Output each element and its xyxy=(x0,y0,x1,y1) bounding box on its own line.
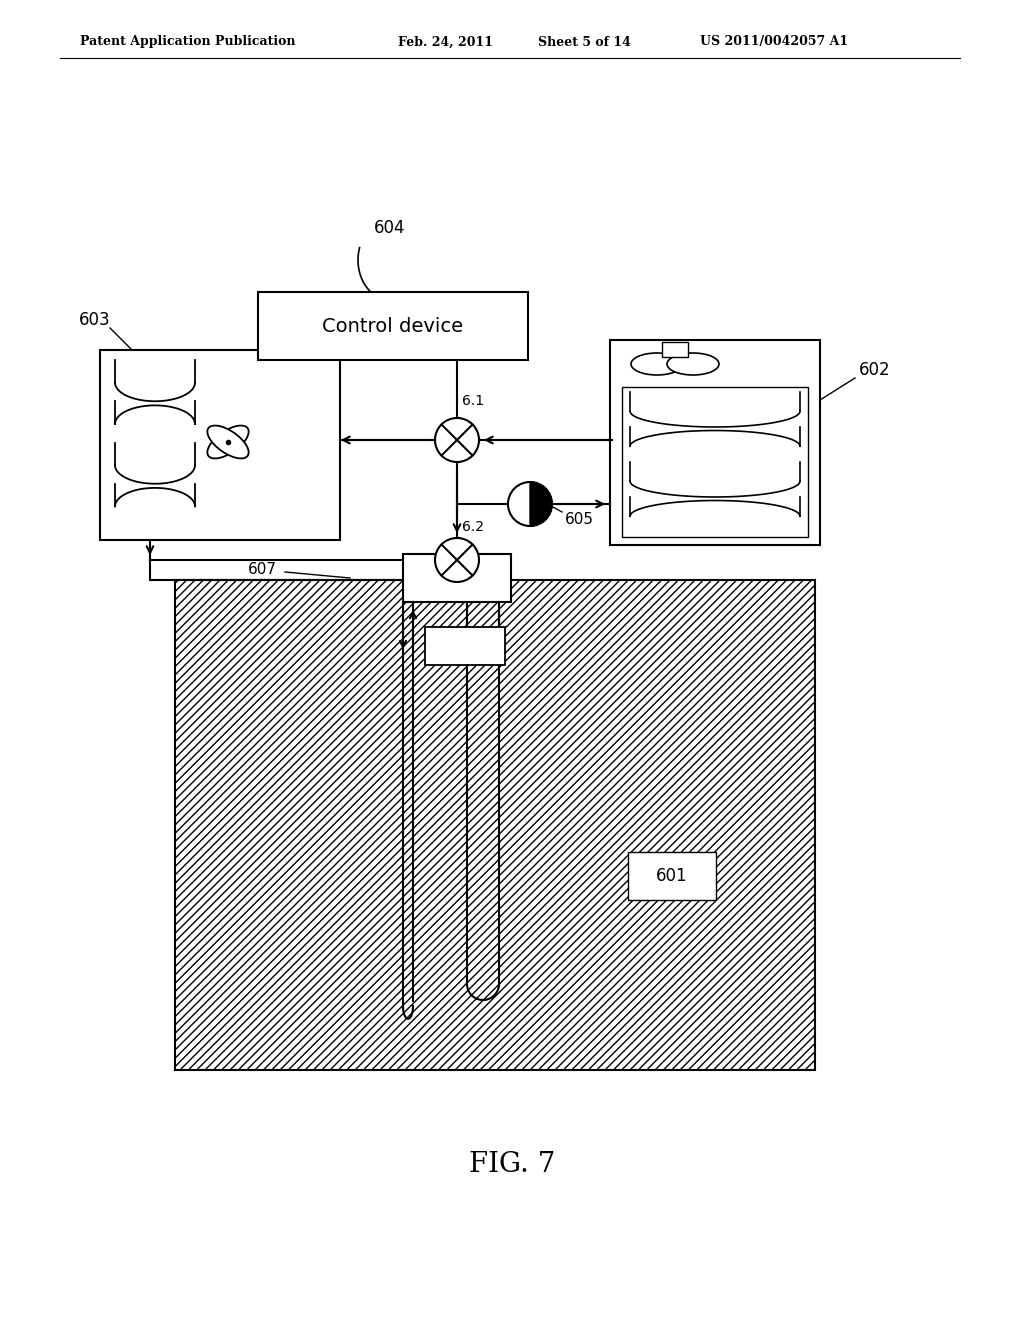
Text: 602: 602 xyxy=(859,360,891,379)
Text: 604: 604 xyxy=(374,219,406,238)
Text: Sheet 5 of 14: Sheet 5 of 14 xyxy=(538,36,631,49)
Text: 6.2: 6.2 xyxy=(462,520,484,535)
Bar xyxy=(622,387,808,537)
Text: 601: 601 xyxy=(656,867,688,884)
Circle shape xyxy=(435,418,479,462)
Ellipse shape xyxy=(207,425,249,458)
Bar xyxy=(425,627,505,665)
Bar xyxy=(175,579,815,1071)
Circle shape xyxy=(435,539,479,582)
Bar xyxy=(662,342,688,356)
Polygon shape xyxy=(530,482,552,525)
Bar xyxy=(258,292,528,360)
Ellipse shape xyxy=(207,425,249,458)
Text: 607: 607 xyxy=(248,562,278,578)
Circle shape xyxy=(508,482,552,525)
Text: Feb. 24, 2011: Feb. 24, 2011 xyxy=(398,36,493,49)
Bar xyxy=(403,554,511,602)
Text: FIG. 7: FIG. 7 xyxy=(469,1151,555,1179)
Text: US 2011/0042057 A1: US 2011/0042057 A1 xyxy=(700,36,848,49)
Text: Patent Application Publication: Patent Application Publication xyxy=(80,36,296,49)
Bar xyxy=(628,851,716,900)
Text: 6.1: 6.1 xyxy=(462,393,484,408)
Ellipse shape xyxy=(631,352,683,375)
Bar xyxy=(100,350,340,540)
Text: Control device: Control device xyxy=(323,317,464,335)
Bar xyxy=(610,341,820,545)
Text: 605: 605 xyxy=(565,512,594,528)
Ellipse shape xyxy=(667,352,719,375)
Text: 603: 603 xyxy=(79,312,111,329)
